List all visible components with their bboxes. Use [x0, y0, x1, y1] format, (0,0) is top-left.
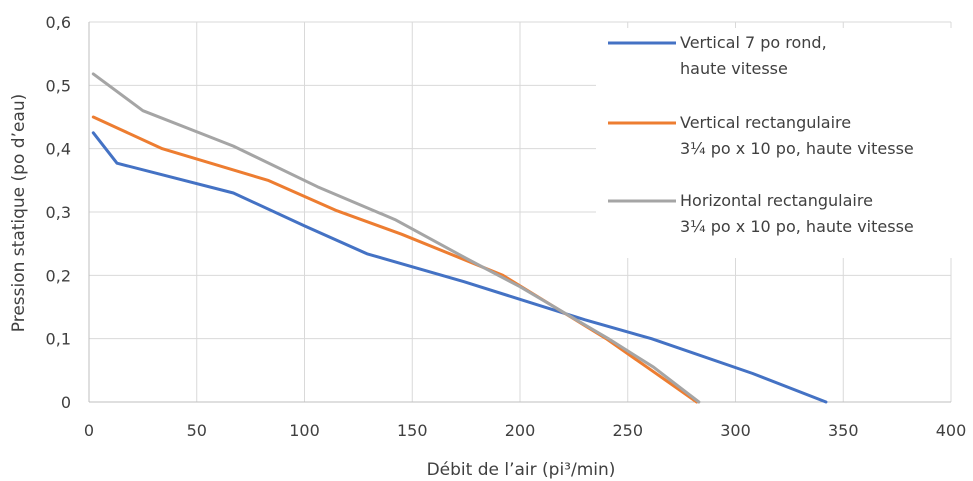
series-line-3 — [91, 72, 701, 404]
x-tick-label: 300 — [720, 421, 751, 440]
tick-labels: 0 0,1 0,2 0,3 0,4 0,5 0,6 0 50 100 150 200 250 300 350… — [46, 13, 967, 440]
x-tick-label: 100 — [289, 421, 320, 440]
y-tick-label: 0,4 — [46, 140, 71, 159]
y-tick-label: 0 — [61, 393, 71, 412]
series-group — [91, 72, 828, 404]
legend-background — [596, 28, 952, 258]
x-tick-label: 350 — [828, 421, 859, 440]
axes — [88, 22, 951, 403]
legend-label-2: Vertical rectangulaire — [680, 113, 851, 132]
x-tick-label: 150 — [397, 421, 428, 440]
x-tick-label: 400 — [936, 421, 967, 440]
y-tick-label: 0,2 — [46, 266, 71, 285]
legend-label-2-line2: 3¼ po x 10 po, haute vitesse — [680, 139, 914, 158]
legend-label-3-line2: 3¼ po x 10 po, haute vitesse — [680, 217, 914, 236]
legend: Vertical 7 po rond, haute vitesse Vertical… — [608, 33, 914, 236]
legend-label-3: Horizontal rectangulaire — [680, 191, 873, 210]
y-tick-label: 0,6 — [46, 13, 71, 32]
x-tick-label: 250 — [612, 421, 643, 440]
y-tick-label: 0,1 — [46, 330, 71, 349]
y-tick-label: 0,5 — [46, 76, 71, 95]
series-line-1 — [91, 131, 828, 404]
series-line-2 — [91, 115, 699, 404]
legend-label-1: Vertical 7 po rond, — [680, 33, 827, 52]
x-tick-label: 50 — [187, 421, 207, 440]
x-tick-label: 200 — [505, 421, 536, 440]
x-tick-label: 0 — [84, 421, 94, 440]
y-axis-title: Pression statique (po d’eau) — [9, 94, 29, 333]
legend-label-1-line2: haute vitesse — [680, 59, 788, 78]
y-tick-label: 0,3 — [46, 203, 71, 222]
x-axis-title: Débit de l’air (pi³/min) — [427, 460, 616, 480]
